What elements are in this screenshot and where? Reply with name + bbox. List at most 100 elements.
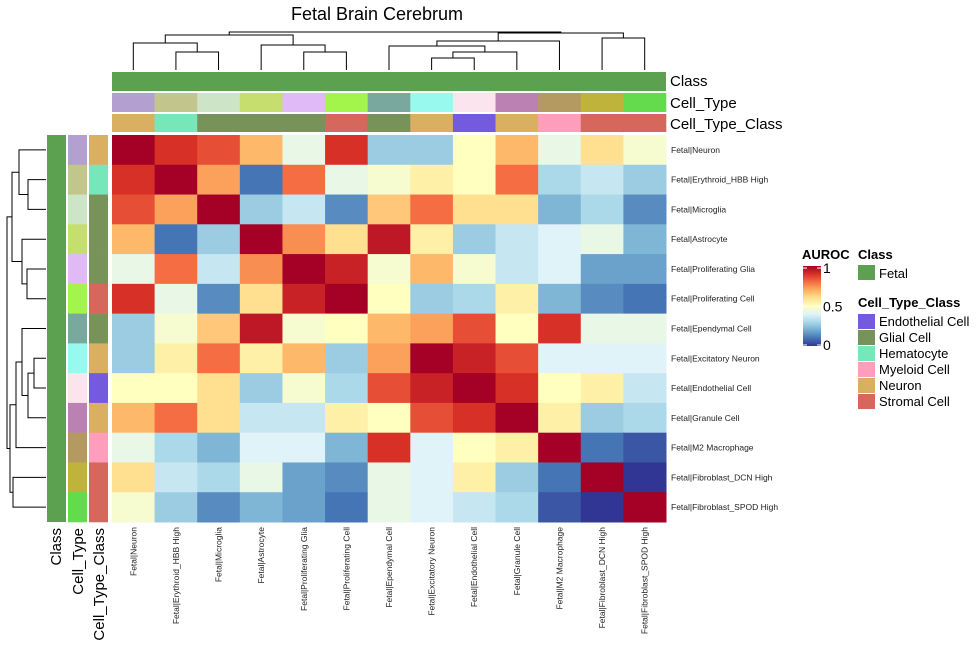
heatmap-cell [538,254,582,285]
heatmap-cell [495,492,539,523]
row-label: Fetal|Erythroid_HBB High [671,175,768,185]
heatmap-cell [538,432,582,463]
column-label: Fetal|Ependymal Cell [384,527,394,608]
heatmap-cell [197,254,241,285]
row-cell-type-class-cell [89,343,108,374]
column-cell-type-cell [495,93,539,112]
heatmap-cell [580,402,624,434]
row-class-bar [47,135,66,522]
heatmap-cell [197,432,241,463]
heatmap-cell [197,164,241,196]
heatmap-cell [410,462,454,493]
heatmap-cell [410,135,454,166]
heatmap-cell [623,432,667,463]
column-cell-type-class-cell [112,114,155,132]
heatmap-cell [239,432,283,463]
heatmap-cell [538,164,582,196]
heatmap-cell [325,432,369,463]
column-cell-type-cell [239,93,283,112]
row-annotation-label: Class [48,528,65,566]
row-cell-type-class-cell [89,135,108,166]
heatmap-cell [452,492,497,523]
heatmap-cell [112,402,156,434]
heatmap-cell [623,343,667,374]
column-dendrogram-branch [431,57,475,70]
heatmap-cell [282,254,326,285]
heatmap-cell [325,194,369,225]
row-cell-type-class-cell [89,432,108,463]
row-cell-type-cell [68,343,87,374]
heatmap-cell [325,402,369,434]
heatmap-cell [112,343,156,374]
heatmap-cell [112,164,156,196]
heatmap-cell [623,373,667,404]
heatmap-cell [154,164,198,196]
row-cell-type-class-cell [89,283,108,314]
heatmap-cell [623,194,667,225]
row-dendrogram-branch [27,179,46,210]
column-label: Fetal|Proliferating Cell [341,527,351,611]
row-dendrogram-branch [6,216,12,450]
column-label: Fetal|Microglia [214,527,224,582]
column-dendrogram-branch [260,44,326,70]
legend-swatch [858,346,875,361]
row-cell-type-cell [68,462,87,493]
row-label: Fetal|Proliferating Glia [671,264,755,274]
heatmap-cell [282,283,326,315]
row-dendrogram-branch [26,268,46,300]
column-cell-type-cell [452,93,496,112]
heatmap-cell [367,164,411,196]
heatmap-cell [495,135,539,166]
row-cell-type-class-cell [89,402,108,433]
legend-item-label: Stromal Cell [879,394,950,409]
heatmap-cell [580,462,624,493]
heatmap-cell [154,254,198,285]
heatmap-cell [410,373,454,404]
column-cell-type-cell [282,93,326,112]
row-cell-type-cell [68,432,87,463]
column-cell-type-class-cell [239,114,283,132]
legend-swatch [858,378,875,393]
column-cell-type-cell [623,93,667,112]
row-cell-type-cell [68,194,87,225]
row-label: Fetal|Proliferating Cell [671,294,755,304]
column-class-bar [112,72,666,91]
heatmap-cell [538,313,582,344]
heatmap-cell [538,135,582,166]
heatmap-cell [580,343,624,374]
column-cell-type-class-cell [410,114,454,132]
heatmap-cell [367,194,411,225]
column-dendrogram-branch [175,51,220,70]
heatmap-cell [112,462,156,493]
heatmap-cell [112,373,156,404]
heatmap-cell [239,164,283,196]
row-dendrogram-branch [21,238,46,285]
row-annotation-label: Cell_Type [70,528,87,595]
heatmap-cell [197,283,241,315]
heatmap-cell [495,164,539,196]
heatmap-cell [580,492,624,523]
heatmap-cell [623,283,667,315]
heatmap-cell [154,343,198,374]
heatmap-cell [452,313,497,344]
heatmap-cell [623,402,667,434]
heatmap-cell [495,313,539,344]
heatmap-cell [367,343,411,374]
heatmap-cell [495,254,539,285]
heatmap-cell [367,432,411,463]
heatmap-cell [325,313,369,344]
heatmap-cell [367,224,411,255]
column-cell-type-class-cell [154,114,198,132]
heatmap-cell [410,343,454,374]
heatmap-cell [325,224,369,255]
heatmap-cell [239,343,283,374]
heatmap-cell [239,283,283,315]
heatmap-cell [623,164,667,196]
column-label: Fetal|Endothelial Cell [469,527,479,607]
heatmap-cell [112,283,156,315]
column-dendrogram-branch [452,51,518,70]
heatmap-cell [452,164,497,196]
row-label: Fetal|Neuron [671,145,720,155]
row-cell-type-class-cell [89,462,108,493]
heatmap-cell [410,254,454,285]
